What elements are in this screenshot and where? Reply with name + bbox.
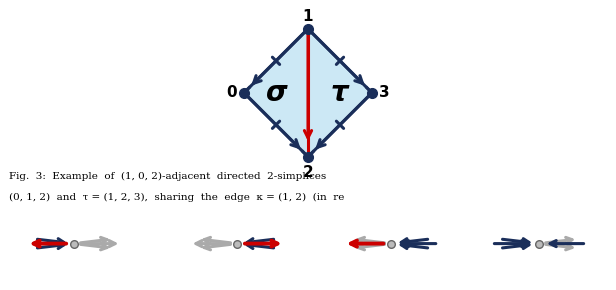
Text: (0, 1, 2)  and  τ = (1, 2, 3),  sharing  the  edge  κ = (1, 2)  (in  re: (0, 1, 2) and τ = (1, 2, 3), sharing the… — [9, 193, 344, 202]
Text: 2: 2 — [302, 165, 314, 180]
Polygon shape — [308, 29, 372, 157]
Text: τ: τ — [330, 79, 348, 107]
Text: 1: 1 — [302, 8, 314, 23]
Polygon shape — [244, 29, 308, 157]
Text: Fig.  3:  Example  of  (1, 0, 2)-adjacent  directed  2-simplices: Fig. 3: Example of (1, 0, 2)-adjacent di… — [9, 172, 326, 182]
Text: σ: σ — [266, 79, 288, 107]
Text: 3: 3 — [379, 85, 390, 100]
Text: 0: 0 — [226, 85, 237, 100]
